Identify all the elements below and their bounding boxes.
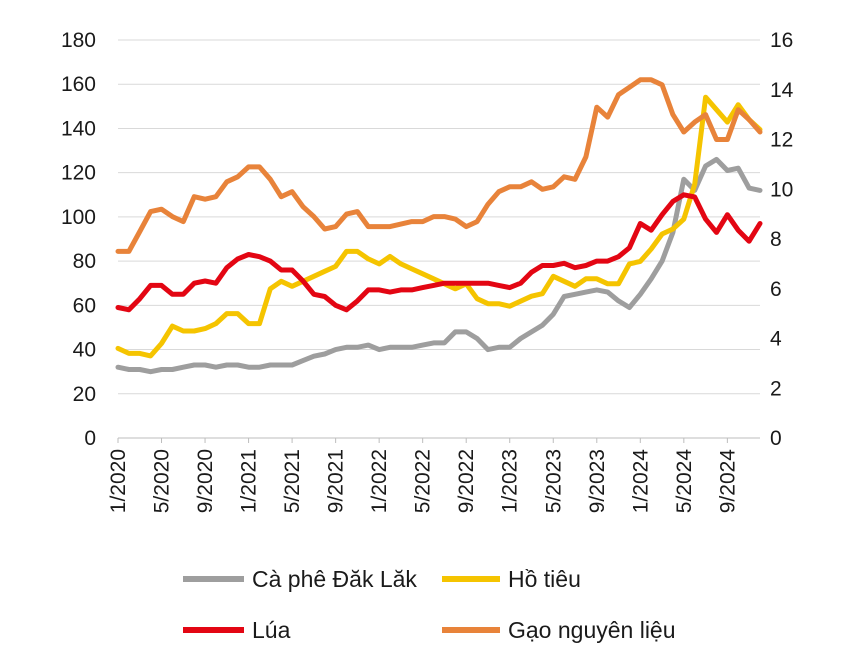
- x-tick-label: 1/2023: [499, 449, 522, 513]
- series-line-1: [115, 94, 763, 359]
- legend-item-ca-phe: Cà phê Đăk Lăk: [183, 566, 417, 592]
- x-tick-label: 5/2023: [542, 449, 565, 513]
- left-tick-label: 100: [61, 206, 96, 229]
- legend: Cà phê Đăk Lăk Hồ tiêu Lúa Gạo nguyên li…: [183, 566, 676, 643]
- x-tick-label: 9/2021: [325, 449, 348, 513]
- left-axis-ticks: 0 20 40 60 80 100 120 140 160 180: [61, 29, 96, 450]
- right-tick-label: 6: [770, 278, 782, 301]
- series-line-2: [115, 192, 763, 313]
- x-tick-label: 9/2024: [716, 449, 739, 514]
- x-tick-label: 9/2022: [455, 449, 478, 513]
- legend-label-ho-tieu: Hồ tiêu: [508, 566, 581, 592]
- x-tick-label: 9/2020: [194, 449, 217, 513]
- x-tick-label: 5/2021: [281, 449, 304, 513]
- left-tick-label: 180: [61, 29, 96, 52]
- left-tick-label: 60: [73, 294, 96, 317]
- series-line-3: [115, 77, 763, 254]
- series-line-0: [115, 156, 763, 375]
- x-tick-label: 1/2021: [238, 449, 261, 513]
- legend-label-ca-phe: Cà phê Đăk Lăk: [252, 566, 417, 592]
- x-tick-label: 9/2023: [586, 449, 609, 513]
- left-tick-label: 120: [61, 162, 96, 185]
- x-tick-label: 5/2020: [151, 449, 174, 513]
- legend-item-lua: Lúa: [183, 617, 291, 643]
- right-tick-label: 10: [770, 178, 793, 201]
- x-tick-label: 1/2020: [107, 449, 130, 513]
- legend-label-lua: Lúa: [252, 617, 291, 643]
- left-tick-label: 140: [61, 117, 96, 140]
- right-tick-label: 8: [770, 228, 782, 251]
- x-tick-label: 1/2022: [368, 449, 391, 513]
- right-tick-label: 2: [770, 377, 782, 400]
- legend-item-gao: Gạo nguyên liệu: [442, 617, 676, 643]
- x-axis-ticks: 1/2020 5/2020 9/2020 1/2021 5/2021 9/2021 1/20…: [107, 438, 739, 513]
- x-tick-label: 1/2024: [629, 449, 652, 514]
- left-tick-label: 0: [84, 427, 96, 450]
- right-axis-ticks: 0 2 4 6 8 10 12 14 16: [770, 29, 794, 450]
- left-tick-label: 20: [73, 383, 96, 406]
- legend-label-gao: Gạo nguyên liệu: [508, 617, 676, 643]
- right-tick-label: 4: [770, 328, 782, 351]
- right-tick-label: 16: [770, 29, 793, 52]
- left-tick-label: 40: [73, 339, 96, 362]
- right-tick-label: 14: [770, 79, 794, 102]
- left-tick-label: 80: [73, 250, 96, 273]
- legend-item-ho-tieu: Hồ tiêu: [442, 566, 581, 592]
- right-tick-label: 12: [770, 129, 793, 152]
- left-tick-label: 160: [61, 73, 96, 96]
- series-lines: [115, 77, 763, 375]
- x-tick-label: 5/2022: [412, 449, 435, 513]
- right-tick-label: 0: [770, 427, 782, 450]
- x-tick-label: 5/2024: [673, 449, 696, 514]
